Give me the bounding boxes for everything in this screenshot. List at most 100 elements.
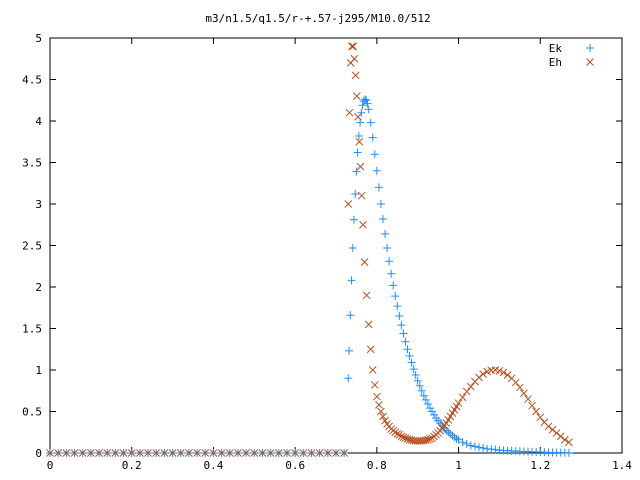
- data-point-eh: [152, 449, 161, 457]
- data-point-eh: [160, 449, 169, 457]
- data-point-ek: [448, 431, 457, 440]
- data-point-eh: [217, 449, 226, 457]
- data-point-ek: [381, 229, 390, 238]
- y-tick-label: 5: [35, 32, 42, 45]
- data-point-eh: [234, 449, 242, 457]
- x-tick-label: 0.4: [203, 459, 223, 472]
- data-point-eh: [119, 449, 128, 457]
- data-point-eh: [209, 449, 218, 457]
- data-point-ek: [564, 448, 573, 457]
- data-point-eh: [495, 366, 504, 375]
- y-tick-label: 0.5: [22, 406, 42, 419]
- data-point-ek: [417, 386, 426, 395]
- data-point-ek: [421, 395, 430, 404]
- data-point-eh: [401, 434, 410, 442]
- data-point-eh: [399, 433, 408, 442]
- data-point-eh: [548, 425, 557, 434]
- data-point-ek: [352, 167, 361, 176]
- data-point-eh: [424, 435, 432, 444]
- data-point-ek: [356, 118, 365, 127]
- chart-title: m3/n1.5/q1.5/r-+.57-j295/M10.0/512: [205, 12, 430, 25]
- data-point-ek: [344, 374, 353, 383]
- data-point-eh: [373, 392, 381, 401]
- data-point-ek: [403, 345, 412, 354]
- data-point-eh: [426, 435, 434, 443]
- data-point-eh: [479, 370, 487, 379]
- data-point-ek: [362, 96, 371, 105]
- data-point-ek: [395, 312, 404, 321]
- data-point-eh: [379, 412, 387, 421]
- data-point-eh: [362, 291, 371, 300]
- x-tick-label: 1: [455, 459, 462, 472]
- data-point-ek: [348, 243, 357, 252]
- data-point-eh: [536, 413, 545, 422]
- data-point-ek: [428, 407, 437, 416]
- data-point-eh: [552, 429, 561, 437]
- data-point-eh: [201, 449, 210, 457]
- data-point-eh: [364, 320, 373, 329]
- y-tick-label: 0: [35, 447, 42, 460]
- y-tick-label: 4.5: [22, 74, 42, 87]
- data-point-eh: [351, 71, 360, 80]
- axes: 0 0.2 0.4 0.6 0.8 1 1.2 1.4 0 0.5 1 1.5 2 2.5 3 3.5 4 4.5…: [22, 32, 632, 472]
- data-point-eh: [397, 432, 406, 441]
- data-point-eh: [393, 430, 402, 438]
- series-ek: [46, 44, 594, 457]
- data-point-eh: [258, 449, 267, 457]
- data-point-ek: [353, 148, 362, 157]
- data-point-ek: [387, 269, 396, 278]
- data-point-eh: [307, 449, 316, 457]
- data-point-ek: [413, 376, 422, 385]
- data-point-eh: [370, 381, 379, 389]
- data-point-eh: [242, 449, 250, 457]
- data-point-ek: [423, 400, 432, 409]
- data-point-ek: [407, 358, 416, 367]
- data-point-eh: [499, 368, 508, 377]
- data-point-eh: [340, 449, 349, 457]
- data-point-ek: [450, 433, 459, 442]
- data-point-ek: [383, 243, 392, 252]
- data-point-ek: [409, 365, 418, 374]
- legend: Ek Eh: [549, 42, 563, 69]
- y-tick-label: 2.5: [22, 240, 42, 253]
- data-point-eh: [544, 422, 553, 431]
- data-point-ek: [452, 434, 461, 443]
- data-point-eh: [266, 449, 275, 457]
- data-point-ek: [347, 276, 356, 285]
- data-point-eh: [516, 383, 524, 392]
- data-point-ek: [351, 190, 360, 199]
- y-tick-label: 1.5: [22, 323, 42, 336]
- data-point-eh: [368, 366, 377, 374]
- data-point-ek: [368, 133, 377, 142]
- data-point-ek: [470, 442, 479, 451]
- data-point-ek: [419, 391, 428, 400]
- legend-marker-eh: [586, 58, 594, 66]
- data-point-eh: [355, 137, 364, 146]
- data-point-eh: [46, 449, 54, 457]
- data-point-eh: [136, 449, 144, 457]
- data-point-eh: [111, 449, 120, 457]
- data-point-ek: [346, 311, 355, 320]
- y-tick-label: 1: [35, 364, 42, 377]
- data-point-eh: [283, 449, 291, 457]
- data-point-eh: [462, 387, 471, 396]
- data-point-eh: [103, 449, 112, 457]
- data-point-eh: [560, 435, 569, 444]
- data-point-ek: [385, 257, 394, 266]
- x-tick-label: 0.6: [285, 459, 305, 472]
- data-point-ek: [430, 410, 439, 419]
- data-point-eh: [528, 401, 536, 410]
- data-point-eh: [70, 449, 79, 457]
- data-point-eh: [377, 407, 385, 416]
- data-point-eh: [565, 438, 573, 447]
- data-point-eh: [511, 378, 520, 387]
- data-point-ek: [374, 183, 383, 192]
- data-point-ek: [466, 441, 475, 450]
- data-point-ek: [479, 444, 488, 453]
- data-point-ek: [349, 215, 358, 224]
- data-point-eh: [225, 449, 234, 457]
- data-marks: [46, 42, 594, 457]
- data-point-ek: [364, 105, 373, 114]
- data-point-eh: [458, 393, 467, 402]
- data-point-eh: [366, 345, 375, 354]
